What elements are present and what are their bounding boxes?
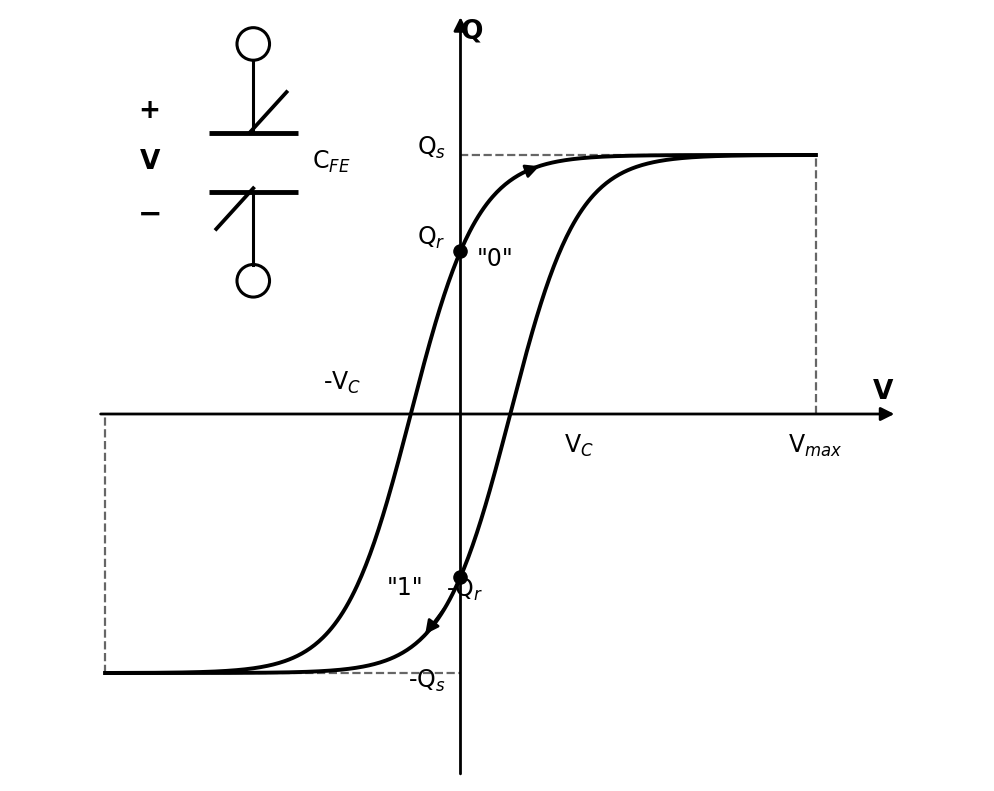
Text: V: V — [139, 149, 160, 176]
Text: +: + — [138, 97, 160, 123]
Text: −: − — [137, 200, 162, 228]
Text: Q$_r$: Q$_r$ — [416, 225, 445, 252]
Text: V$_{max}$: V$_{max}$ — [787, 433, 842, 459]
Text: Q$_s$: Q$_s$ — [416, 134, 445, 161]
Text: V: V — [872, 379, 893, 405]
Text: Q: Q — [460, 18, 482, 44]
Text: "0": "0" — [476, 247, 513, 271]
Text: C$_{FE}$: C$_{FE}$ — [312, 149, 351, 176]
Text: V$_C$: V$_C$ — [564, 433, 593, 459]
Point — [452, 570, 468, 583]
Text: "1": "1" — [387, 576, 423, 600]
Text: -V$_C$: -V$_C$ — [323, 369, 361, 396]
Text: -Q$_r$: -Q$_r$ — [445, 577, 482, 603]
Point — [452, 245, 468, 258]
Text: -Q$_s$: -Q$_s$ — [408, 668, 445, 694]
